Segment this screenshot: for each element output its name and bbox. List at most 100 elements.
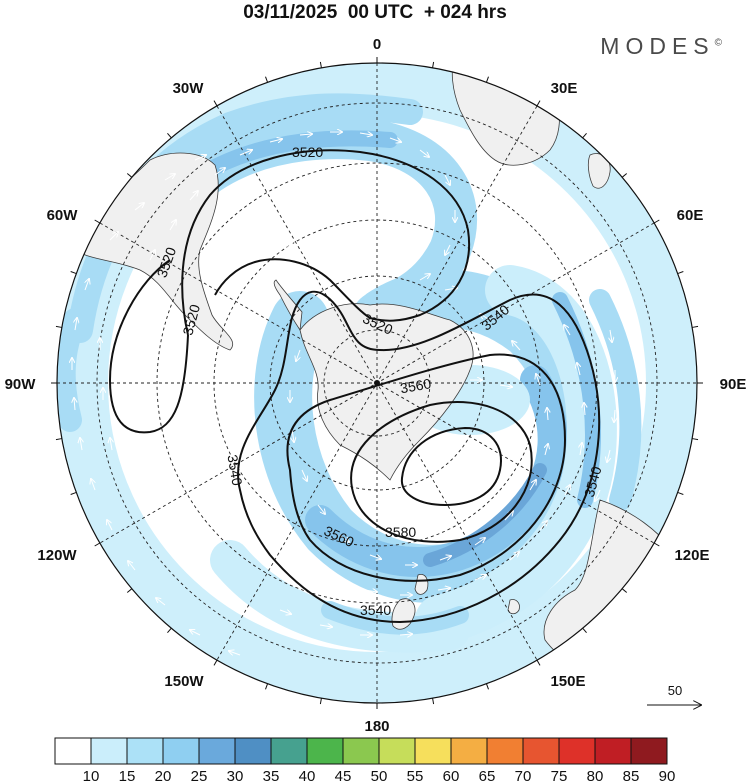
- contour-label: 3540: [224, 453, 245, 487]
- contour-3520-north: [181, 149, 471, 336]
- colorbar-tick-label: 25: [191, 768, 208, 782]
- rim-tick: [677, 271, 684, 275]
- rim-tick: [621, 173, 628, 178]
- contour-label: 3520: [292, 144, 323, 160]
- contour-3560: [286, 353, 567, 582]
- contour-label: 3540: [360, 602, 391, 618]
- lon-label-0: 0: [373, 36, 381, 53]
- modes-logo: MODES©: [600, 33, 722, 60]
- colorbar-swatch: [450, 737, 488, 765]
- inner-jet-strong: [305, 365, 568, 578]
- colorbar-tick-label: 50: [371, 768, 388, 782]
- contour-3580: [350, 401, 533, 543]
- rim-tick: [55, 438, 62, 441]
- rim-tick: [582, 132, 587, 139]
- colorbar-swatch: [234, 737, 272, 765]
- colorbar-swatch: [54, 737, 92, 765]
- north-jet-core: [192, 130, 398, 183]
- tasmania: [507, 599, 520, 615]
- rim-tick: [126, 588, 133, 593]
- colorbar-tick-label: 15: [119, 768, 136, 782]
- colorbar-swatch: [306, 737, 344, 765]
- rim-tick: [55, 325, 62, 328]
- rim-tick: [692, 438, 699, 441]
- lon-label-180: 180: [364, 718, 389, 735]
- colorbar-swatch: [558, 737, 596, 765]
- colorbar-tick-label: 30: [227, 768, 244, 782]
- lon-label-60e: 60E: [677, 207, 704, 224]
- contour-3520-inner: [214, 258, 371, 319]
- colorbar-swatch: [594, 737, 632, 765]
- reference-vector: 50: [647, 683, 701, 705]
- rim-tick: [265, 76, 269, 83]
- colorbar-swatch: [522, 737, 560, 765]
- antarctica: [299, 303, 474, 481]
- map-title: 03/11/2025 00 UTC + 024 hrs: [243, 2, 507, 23]
- colorbar-swatch: [198, 737, 236, 765]
- rim-tick: [167, 627, 172, 634]
- rim-tick: [653, 219, 660, 224]
- lon-label-30w: 30W: [173, 80, 205, 97]
- colorbar-swatch: [486, 737, 524, 765]
- colorbar-tick-label: 90: [659, 768, 676, 782]
- colorbar-swatch: [90, 737, 128, 765]
- lon-label-30e: 30E: [551, 80, 578, 97]
- rim-tick: [319, 698, 322, 705]
- rim-tick: [432, 61, 435, 68]
- colorbar-swatch: [342, 737, 380, 765]
- colorbar-tick-label: 35: [263, 768, 280, 782]
- colorbar-tick-label: 20: [155, 768, 172, 782]
- colorbar-swatch: [414, 737, 452, 765]
- rim-tick: [265, 683, 269, 690]
- rim-tick: [653, 542, 660, 547]
- rim-tick: [536, 659, 541, 666]
- height-contours: [108, 149, 601, 624]
- colorbar-swatch: [126, 737, 164, 765]
- colorbar-tick-label: 60: [443, 768, 460, 782]
- lon-label-150e: 150E: [550, 673, 585, 690]
- rim-tick: [167, 132, 172, 139]
- wind-vectors: [72, 132, 615, 655]
- rim-tick: [70, 271, 77, 275]
- rim-tick: [213, 659, 218, 666]
- rim-tick: [213, 100, 218, 107]
- antarctic-peninsula: [273, 279, 303, 332]
- rim-tick: [536, 100, 541, 107]
- colorbar-tick-label: 40: [299, 768, 316, 782]
- east-jet-strong: [552, 292, 601, 508]
- lon-label-90w: 90W: [5, 376, 37, 393]
- lon-label-120e: 120E: [674, 547, 709, 564]
- colorbar-tick-label: 45: [335, 768, 352, 782]
- rim-tick: [94, 542, 101, 547]
- colorbar-swatch: [378, 737, 416, 765]
- south-pole-marker: [374, 380, 380, 386]
- contour-label: 3540: [581, 464, 605, 498]
- colorbar: 10 15 20 25 30 35 40 45 50 55 60 65 70 75 80 85 90: [54, 737, 676, 782]
- rim-tick: [582, 627, 587, 634]
- rim-tick: [621, 588, 628, 593]
- brand-name: MODES: [600, 33, 715, 59]
- colorbar-tick-label: 75: [551, 768, 568, 782]
- rim-ticks: [51, 57, 703, 709]
- lon-label-90e: 90E: [720, 376, 747, 393]
- copyright-mark: ©: [714, 37, 722, 49]
- lon-label-60w: 60W: [47, 207, 79, 224]
- contour-label: 3580: [385, 524, 416, 540]
- colorbar-swatch: [162, 737, 200, 765]
- colorbar-swatch: [630, 737, 668, 765]
- lon-label-150w: 150W: [164, 673, 204, 690]
- longitude-labels: 0 30E 60E 90E 120E 150E 180 150W 120W 90…: [5, 36, 747, 735]
- rim-tick: [432, 698, 435, 705]
- colorbar-tick-label: 10: [83, 768, 100, 782]
- rim-tick: [70, 491, 77, 495]
- contour-label: 3520: [179, 302, 203, 336]
- rim-tick: [485, 683, 489, 690]
- colorbar-tick-label: 65: [479, 768, 496, 782]
- africa: [451, 63, 560, 166]
- contour-3540: [237, 290, 601, 624]
- new-zealand-north: [414, 573, 429, 595]
- colorbar-tick-label: 70: [515, 768, 532, 782]
- lon-label-120w: 120W: [37, 547, 77, 564]
- contour-label: 3560: [399, 375, 433, 396]
